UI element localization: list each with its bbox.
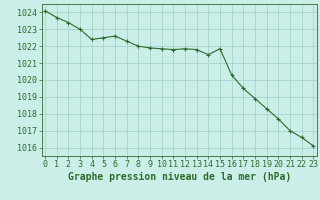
X-axis label: Graphe pression niveau de la mer (hPa): Graphe pression niveau de la mer (hPa) <box>68 172 291 182</box>
